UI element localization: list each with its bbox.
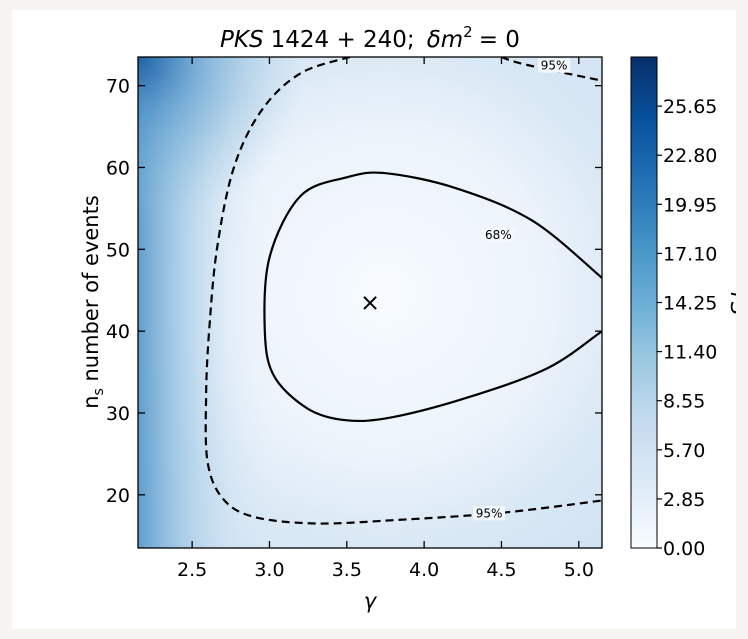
x-tick-label: 3.5 xyxy=(332,559,362,581)
y-axis-title-subscript: s xyxy=(91,388,107,395)
colorbar-tick-label: 2.85 xyxy=(663,489,705,511)
contour-label-bg xyxy=(473,506,506,521)
best-fit-layer: × xyxy=(360,289,380,317)
contour-layer xyxy=(204,57,602,525)
x-tick-label: 3.0 xyxy=(254,559,284,581)
x-tick-label: 4.0 xyxy=(409,559,439,581)
colorbar-tick-label: 14.25 xyxy=(663,293,717,315)
x-axis: 2.5 3.0 3.5 4.0 4.5 5.0 xyxy=(177,57,594,581)
colorbar-label: TS xyxy=(726,289,736,315)
x-tick-label: 4.5 xyxy=(486,559,516,581)
colorbar-tick-label: 5.70 xyxy=(663,440,705,462)
colorbar xyxy=(630,56,658,549)
x-tick-label: 5.0 xyxy=(564,559,594,581)
contour-label: 95% xyxy=(541,59,568,73)
colorbar-tick-label: 25.65 xyxy=(663,96,717,118)
y-tick-label: 60 xyxy=(106,157,130,179)
y-tick-label: 40 xyxy=(106,321,130,343)
ts-heatmap xyxy=(138,57,602,548)
title-source: PKS xyxy=(220,27,264,53)
title-numbers: 1424 + 240; xyxy=(271,27,415,53)
colorbar-tick-label: 22.80 xyxy=(663,145,717,167)
title-equals: = 0 xyxy=(479,27,520,53)
y-tick-label: 30 xyxy=(106,403,130,425)
contour-68-line-0 xyxy=(263,171,602,423)
colorbar-tick-label: 17.10 xyxy=(663,243,717,265)
contour-label: 95% xyxy=(476,506,503,520)
heatmap-corner-gradient xyxy=(138,57,602,548)
y-axis-title-main: n xyxy=(79,395,103,408)
x-axis-title: γ xyxy=(364,589,378,613)
chart-svg: 68% 95% 95% × 2.5 3.0 3.5 4.0 4.5 5.0 20 30 40 50 6… xyxy=(79,23,736,613)
contour-label-bg xyxy=(482,228,515,243)
y-tick-label: 50 xyxy=(106,239,130,261)
y-axis-title: ns number of events xyxy=(79,195,107,409)
y-axis-title-rest: number of events xyxy=(79,195,103,388)
title-exponent: 2 xyxy=(463,23,473,41)
contour-95-line-2 xyxy=(501,57,602,82)
colorbar-ticks: 0.00 2.85 5.70 8.55 11.40 14.25 17.10 19.95 22.8… xyxy=(657,96,717,560)
colorbar-tick-label: 0.00 xyxy=(663,538,705,560)
best-fit-marker: × xyxy=(360,289,380,317)
colorbar-tick-label: 8.55 xyxy=(663,391,705,413)
y-tick-label: 70 xyxy=(106,76,130,98)
figure: 68% 95% 95% × 2.5 3.0 3.5 4.0 4.5 5.0 20 30 40 50 6… xyxy=(12,10,736,629)
x-tick-label: 2.5 xyxy=(177,559,207,581)
contour-label: 68% xyxy=(485,228,512,242)
contour-95-line-1 xyxy=(204,57,602,525)
contour-label-bg xyxy=(538,58,571,73)
colorbar-tick-label: 11.40 xyxy=(663,342,717,364)
colorbar-tick-label: 19.95 xyxy=(663,194,717,216)
chart-title: PKS 1424 + 240; δm2 = 0 xyxy=(220,23,520,53)
y-axis: 20 30 40 50 60 70 xyxy=(106,76,602,507)
title-delta: δm xyxy=(427,27,463,53)
plot-frame xyxy=(137,56,603,549)
contour-labels: 68% 95% 95% xyxy=(473,58,571,521)
y-tick-label: 20 xyxy=(106,485,130,507)
